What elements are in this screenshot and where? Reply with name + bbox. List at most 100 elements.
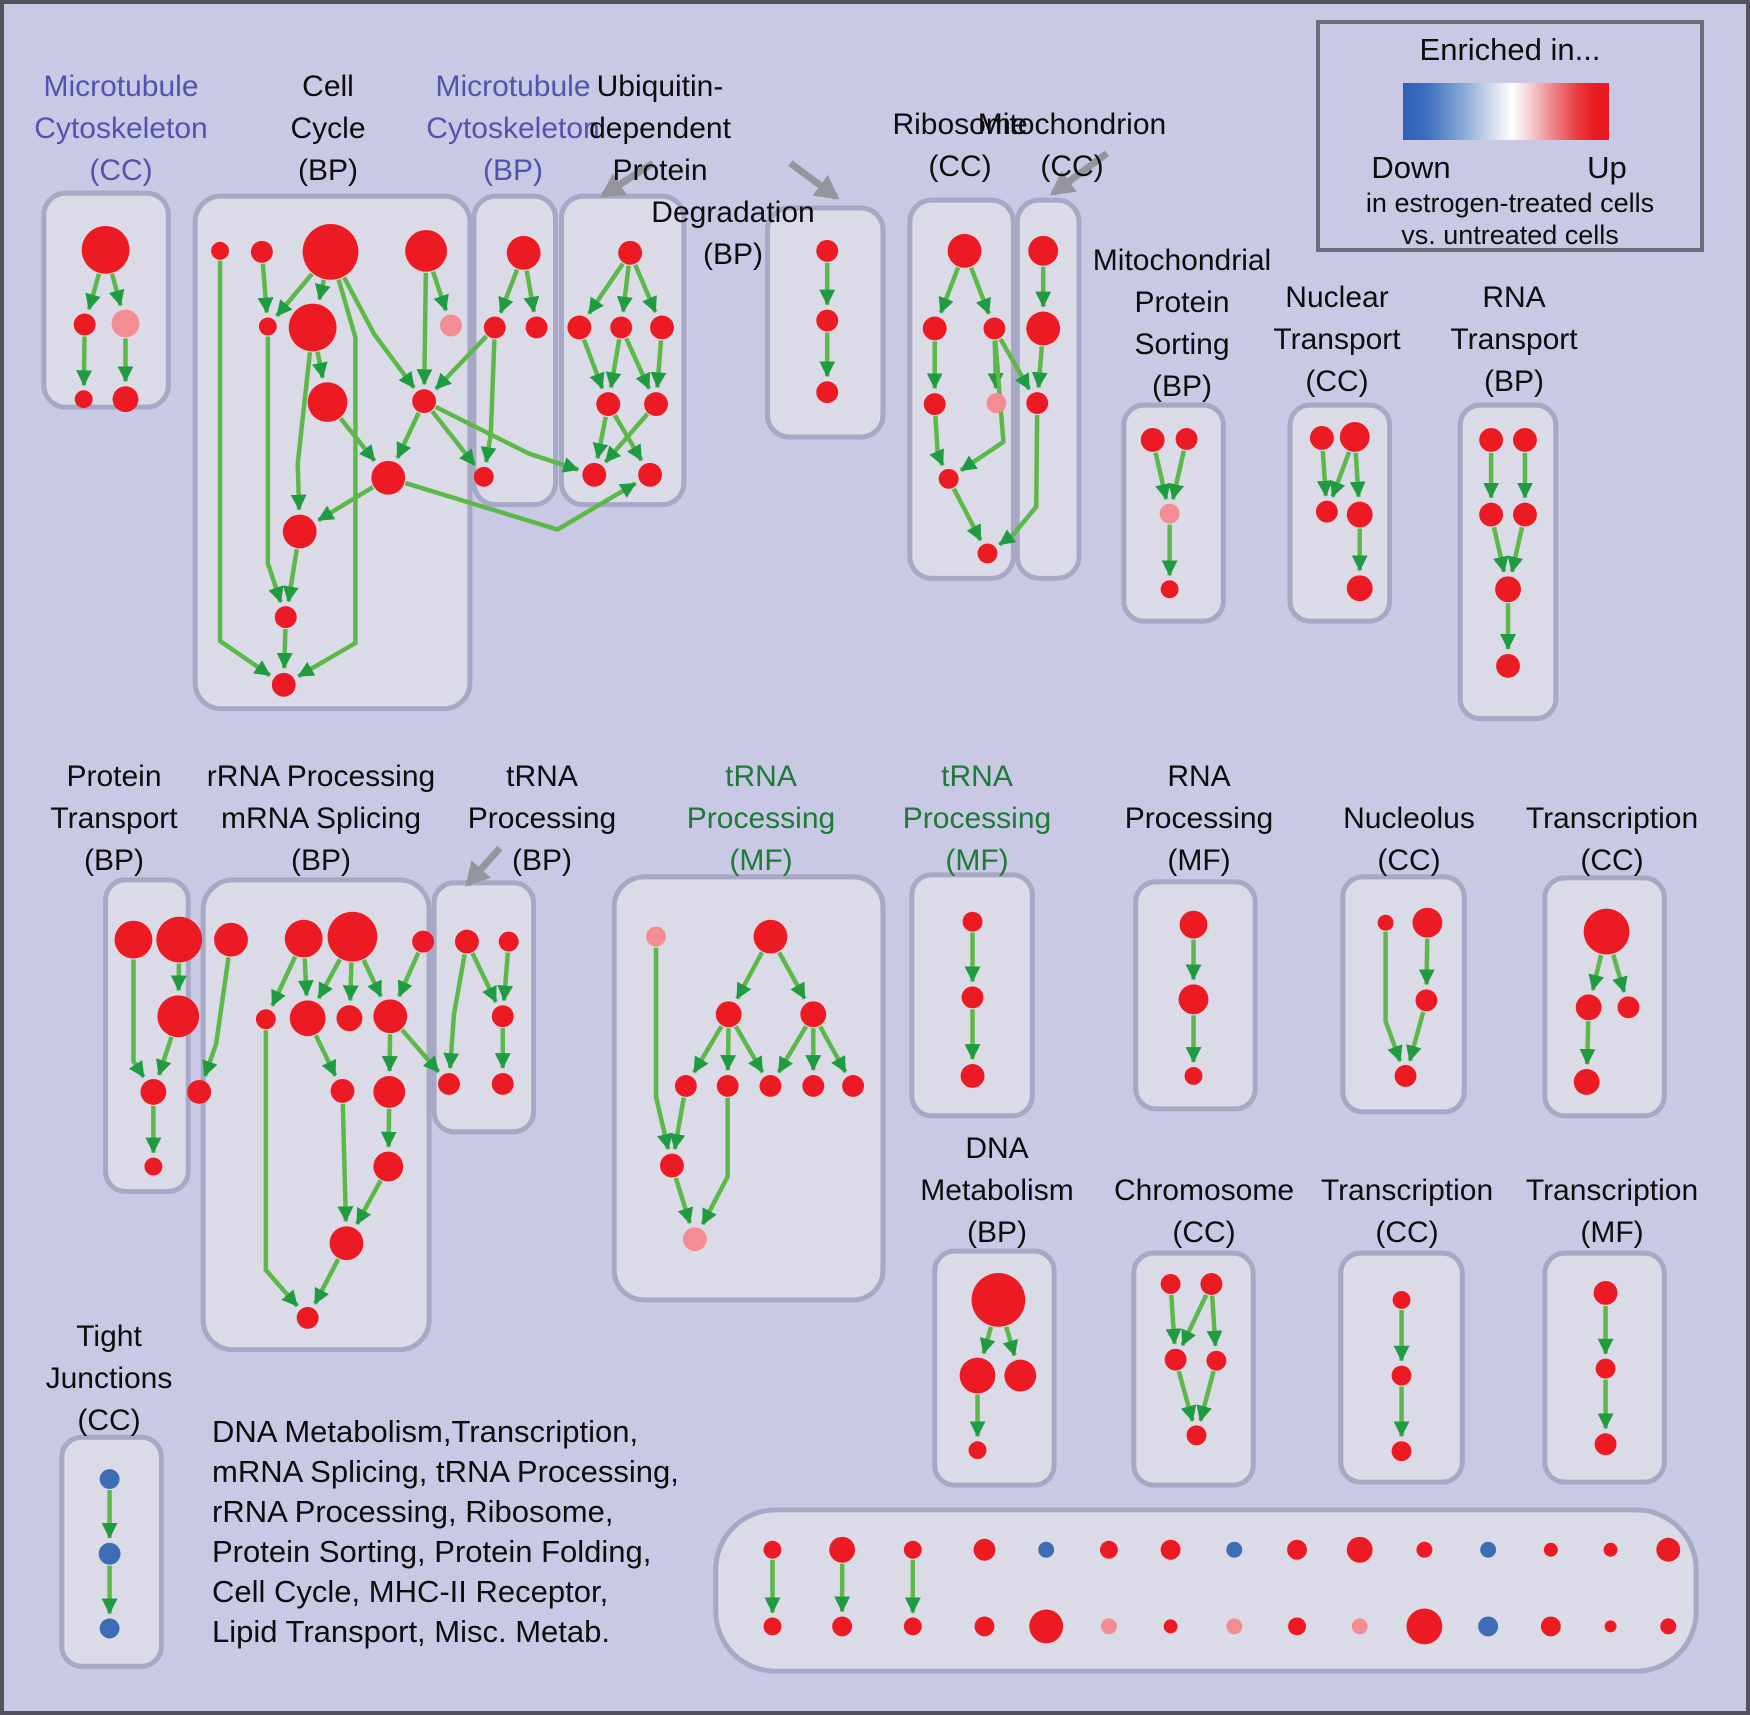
misc-node-bottom-10: [1351, 1618, 1368, 1635]
go-term-node-rb2: [922, 316, 947, 341]
edge-arrow: [650, 340, 667, 389]
go-term-node-tf3: [715, 1001, 742, 1028]
go-term-node-cc3: [302, 223, 359, 280]
edge-arrow: [603, 412, 650, 464]
edge-arrow: [1002, 1326, 1019, 1357]
cluster-label-mito-sorting: Mitochondrial Protein Sorting (BP): [1092, 244, 1272, 403]
go-term-node-ub5: [596, 392, 621, 417]
edge-arrow: [354, 1179, 383, 1226]
go-term-node-t33: [1391, 1441, 1412, 1462]
misc-node-bottom-5: [1029, 1609, 1064, 1644]
edge-arrow: [735, 951, 765, 1000]
misc-node-top-11: [1416, 1541, 1433, 1558]
cluster-label-mc-cc: Microtubule Cytoskeleton (CC): [34, 70, 208, 187]
go-term-node-tm3: [1594, 1433, 1617, 1456]
go-term-node-dm1: [971, 1273, 1026, 1327]
edge-arrow: [998, 337, 1032, 391]
go-term-node-mt1: [1028, 235, 1059, 266]
edge-arrow: [337, 1103, 354, 1223]
go-term-node-rt1: [1479, 428, 1504, 452]
edge-arrow: [1491, 526, 1509, 573]
go-term-node-rr6: [289, 1000, 326, 1037]
edge-arrow: [270, 955, 298, 1007]
go-term-node-ms3: [1159, 503, 1180, 524]
go-term-node-cc5: [258, 317, 277, 336]
legend-up-label: Up: [1587, 150, 1627, 185]
cluster-label-chromosome: Chromosome (CC): [1113, 1174, 1295, 1249]
pointer-arrow-icon-to-ubiquitin-box-1: [599, 160, 655, 199]
go-term-node-nu4: [1394, 1065, 1417, 1087]
edge-arrow: [959, 340, 1006, 473]
go-term-node-rt6: [1496, 653, 1520, 678]
cluster-box-transcription-cc-2: [1542, 875, 1667, 1119]
go-term-node-nt3: [1315, 500, 1338, 523]
go-term-node-uv1: [816, 239, 839, 262]
edge-arrow: [777, 951, 807, 1000]
edge-arrow: [951, 487, 983, 542]
cluster-label-trna-bp: tRNA Processing (BP): [467, 760, 617, 877]
go-term-node-tb3: [491, 1005, 514, 1028]
edge-arrow: [338, 417, 377, 463]
misc-node-top-4: [973, 1538, 996, 1561]
go-term-node-ch5: [1186, 1425, 1207, 1446]
go-term-node-rr5: [255, 1009, 276, 1030]
edge-arrow: [202, 957, 231, 1077]
cluster-box-dna-metab: [932, 1248, 1057, 1488]
go-term-node-rr12: [373, 1151, 404, 1182]
legend-down-label: Down: [1371, 150, 1451, 185]
go-term-node-ub6: [644, 392, 668, 417]
misc-node-top-3: [903, 1540, 922, 1559]
cluster-label-trna-mf-1: tRNA Processing (MF): [686, 760, 836, 877]
go-term-node-ub1: [618, 240, 643, 265]
edge-arrow: [397, 951, 421, 998]
go-term-node-tc1: [1583, 908, 1630, 955]
edge-arrow: [217, 260, 272, 678]
edge-arrow: [1349, 452, 1366, 498]
go-term-node-rb7: [977, 543, 998, 564]
edge-arrow: [1165, 1294, 1182, 1345]
go-term-node-rb5: [986, 393, 1007, 414]
edge-arrow: [1611, 954, 1628, 993]
misc-node-top-1: [763, 1540, 782, 1559]
misc-node-bottom-13: [1540, 1616, 1561, 1637]
misc-node-bottom-9: [1288, 1617, 1306, 1636]
legend-title: Enriched in...: [1419, 32, 1601, 67]
go-term-node-cc9: [412, 389, 437, 414]
edge-arrow: [265, 336, 284, 603]
go-term-node-rb3: [983, 317, 1006, 340]
misc-node-bottom-12: [1478, 1616, 1499, 1637]
edge-arrow: [297, 278, 358, 679]
go-term-node-pt5: [144, 1157, 163, 1176]
go-term-node-rp1: [1179, 910, 1208, 939]
pointer-arrow-icon-to-mitochondrion-box: [1049, 150, 1109, 196]
edge-arrow: [434, 404, 580, 473]
go-term-node-tc3: [1617, 996, 1640, 1019]
go-term-node-cc8: [307, 382, 348, 423]
go-term-node-cc7: [440, 314, 462, 337]
misc-node-bottom-1: [763, 1617, 782, 1636]
misc-node-top-15: [1656, 1537, 1681, 1562]
edge-arrow: [1031, 346, 1048, 389]
edge-arrow: [1153, 452, 1171, 501]
edge-arrow: [1176, 1370, 1197, 1422]
go-term-node-rt3: [1479, 502, 1504, 527]
go-term-node-rr3: [327, 911, 378, 962]
edge-arrow: [1316, 450, 1333, 497]
go-term-node-tg3: [960, 1064, 985, 1088]
go-term-node-mc5: [112, 386, 139, 413]
go-term-node-ub8: [638, 462, 662, 487]
edge-arrow: [404, 480, 637, 532]
go-term-node-tj3: [99, 1618, 120, 1639]
edge-arrow: [998, 415, 1040, 547]
go-term-node-mb2: [483, 316, 506, 339]
edge-arrow: [430, 270, 449, 312]
go-term-node-rr11: [373, 1075, 406, 1108]
edge-arrow: [1180, 1293, 1209, 1347]
edge-arrow: [700, 1097, 730, 1226]
go-term-node-nt2: [1339, 422, 1370, 452]
edge-arrow: [592, 416, 609, 460]
go-term-node-mc2: [73, 313, 96, 336]
cluster-label-transcription-cc-2: Transcription (CC): [1525, 802, 1699, 877]
go-term-node-cc12: [274, 606, 297, 629]
